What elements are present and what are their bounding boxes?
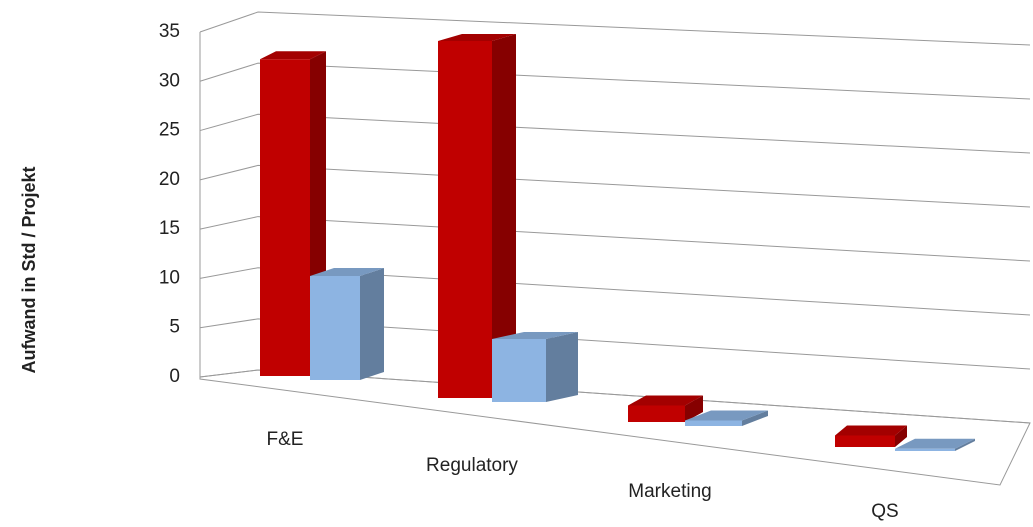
grid-line	[199, 113, 1031, 154]
bar-side	[955, 438, 975, 451]
bar	[492, 332, 578, 402]
x-tick-label: QS	[871, 501, 898, 522]
bar-side	[492, 34, 516, 398]
bar-front	[685, 420, 742, 426]
bar-top	[895, 438, 975, 449]
grid-line	[199, 11, 1031, 46]
bar-side	[360, 268, 384, 380]
y-axis-title: Aufwand in Std / Projekt	[19, 166, 39, 373]
bar-front	[628, 405, 685, 422]
bar-side	[546, 332, 578, 402]
y-tick-label: 20	[159, 169, 180, 190]
bar-top	[628, 395, 703, 406]
grid-line	[199, 318, 1031, 370]
y-tick-label: 25	[159, 120, 180, 141]
bar-top	[492, 332, 578, 339]
y-tick-label: 10	[159, 267, 180, 288]
bar-front	[492, 339, 546, 402]
bar	[438, 34, 516, 398]
bar-front	[835, 435, 895, 447]
bar	[685, 410, 768, 426]
bar	[895, 438, 975, 451]
bar-top	[438, 34, 516, 41]
bar-top	[835, 425, 907, 436]
bar-side	[895, 425, 907, 447]
bar-side	[742, 410, 768, 426]
bar	[310, 268, 384, 380]
bar	[835, 425, 907, 447]
bar-front	[310, 276, 360, 380]
grid-line	[199, 216, 1031, 262]
y-tick-label: 15	[159, 218, 180, 239]
bar-side	[685, 395, 703, 422]
bar-top	[685, 410, 768, 421]
y-tick-label: 30	[159, 70, 180, 91]
bar-front	[260, 59, 310, 376]
y-tick-label: 5	[169, 317, 180, 338]
x-tick-label: Regulatory	[426, 455, 518, 476]
bar-front	[895, 448, 955, 451]
y-tick-label: 35	[159, 21, 180, 42]
x-tick-label: Marketing	[628, 481, 711, 502]
bar-top	[310, 268, 384, 277]
grid-line	[199, 369, 1031, 424]
x-tick-label: F&E	[267, 429, 304, 450]
grid-line	[199, 267, 1031, 316]
grid-line	[199, 62, 1031, 100]
y-tick-label: 0	[169, 366, 180, 387]
bar	[628, 395, 703, 422]
bar-front	[438, 41, 492, 398]
grid-line	[199, 164, 1031, 208]
bar-top	[260, 51, 326, 60]
